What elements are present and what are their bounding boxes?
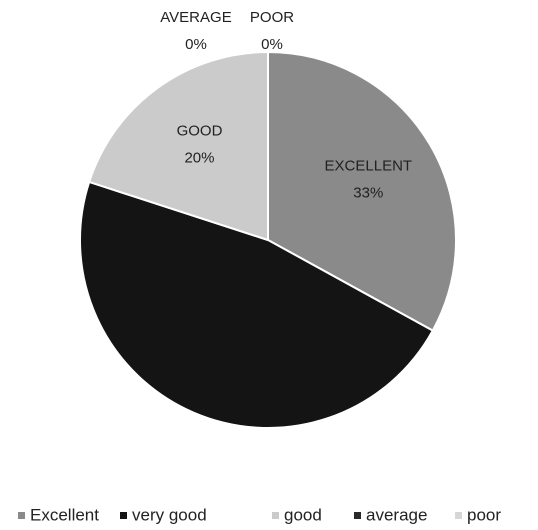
pie-slice	[267, 50, 457, 332]
pie-slice	[87, 50, 269, 242]
legend-marker	[120, 512, 127, 519]
data-label: 0%	[261, 36, 283, 53]
legend-label: very good	[132, 505, 207, 524]
data-label: 0%	[185, 36, 207, 53]
data-label: 20%	[184, 150, 214, 167]
data-label-name: AVERAGE	[160, 9, 231, 26]
legend-marker	[18, 512, 25, 519]
legend-label: average	[366, 505, 427, 524]
legend-label: Excellent	[30, 505, 99, 524]
legend-label: poor	[467, 505, 501, 524]
data-label-name: GOOD	[177, 123, 223, 140]
legend-marker	[354, 512, 361, 519]
pie-slice	[79, 180, 435, 429]
legend-marker	[455, 512, 462, 519]
legend-label: good	[284, 505, 322, 524]
data-label-name: EXCELLENT	[325, 158, 413, 175]
data-label-name: POOR	[250, 9, 294, 26]
legend-marker	[272, 512, 279, 519]
data-label: 33%	[353, 185, 383, 202]
